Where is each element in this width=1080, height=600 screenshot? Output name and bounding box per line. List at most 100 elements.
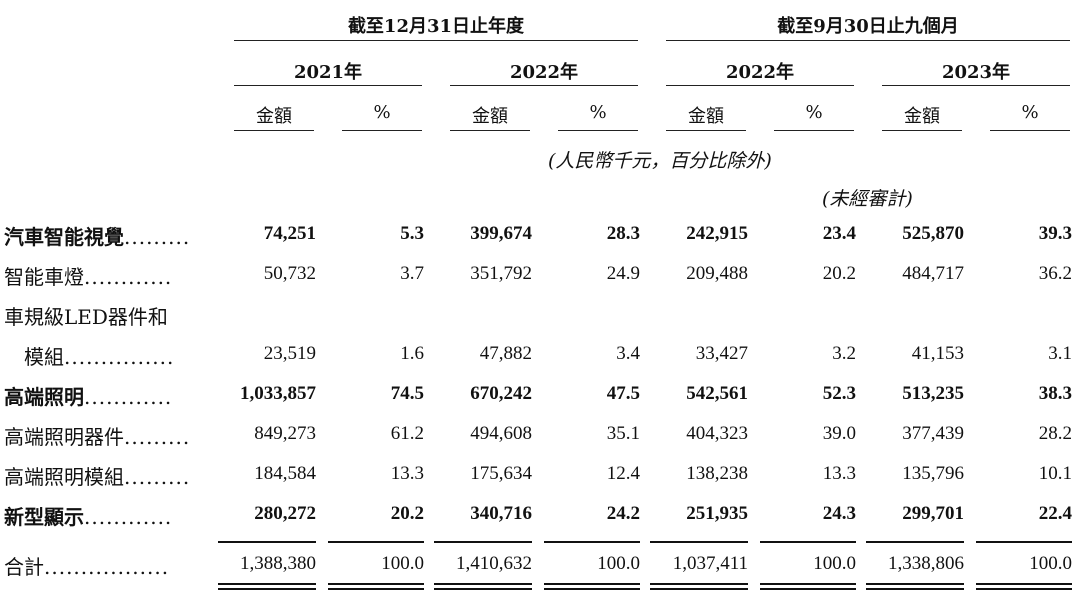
total-top-rule [218, 541, 316, 543]
cell-amount-9m-2022: 1,037,411 [672, 553, 748, 574]
cell-amount-2022: 175,634 [470, 463, 532, 484]
total-top-rule [976, 541, 1072, 543]
cell-amount-2021: 1,033,857 [240, 383, 316, 404]
cell-pct-2021: 61.2 [390, 423, 424, 444]
cell-pct-2021: 20.2 [390, 503, 424, 524]
cell-pct-2022: 3.4 [616, 343, 640, 364]
header-year-rule [450, 85, 638, 86]
cell-pct-9m-2022: 23.4 [822, 223, 856, 244]
row-label-text: 新型顯示 [4, 505, 84, 529]
cell-pct-2022: 28.3 [606, 223, 640, 244]
header-amount: 金額 [472, 106, 508, 127]
header-amount-rule [882, 130, 962, 131]
row-leader-dots: ................. [44, 555, 170, 579]
row-label: 車規級LED器件和 [4, 301, 168, 330]
row-leader-dots: ......... [124, 465, 191, 489]
cell-pct-2021: 13.3 [390, 463, 424, 484]
row-leader-dots: ............ [84, 385, 173, 409]
header-year-rule [234, 85, 422, 86]
header-year-rule [882, 85, 1070, 86]
row-label-text: 汽車智能視覺 [4, 225, 124, 249]
cell-pct-9m-2022: 20.2 [822, 263, 856, 284]
row-label-text: 高端照明模組 [4, 465, 124, 489]
cell-pct-9m-2022: 3.2 [832, 343, 856, 364]
header-percent-rule [558, 130, 638, 131]
cell-amount-9m-2022: 33,427 [695, 343, 748, 364]
row-label: 智能車燈............ [4, 261, 172, 290]
header-year-2022b: 2022年 [725, 62, 795, 83]
cell-amount-2022: 351,792 [470, 263, 532, 284]
cell-amount-9m-2023: 377,439 [902, 423, 964, 444]
total-double-rule [434, 583, 532, 590]
row-label: 模組............... [4, 341, 174, 370]
row-label: 高端照明器件......... [4, 421, 190, 450]
cell-amount-2022: 399,674 [470, 223, 532, 244]
cell-pct-9m-2023: 100.0 [1029, 553, 1072, 574]
cell-amount-9m-2022: 209,488 [686, 263, 748, 284]
cell-pct-2022: 12.4 [606, 463, 640, 484]
row-label-text: 合計 [4, 555, 44, 579]
cell-pct-2022: 24.2 [606, 503, 640, 524]
cell-amount-2021: 50,732 [263, 263, 316, 284]
cell-amount-2022: 1,410,632 [456, 553, 532, 574]
row-label-text: 高端照明 [4, 385, 84, 409]
cell-amount-9m-2023: 1,338,806 [888, 553, 964, 574]
cell-amount-9m-2023: 135,796 [902, 463, 964, 484]
cell-amount-9m-2022: 542,561 [686, 383, 748, 404]
cell-pct-9m-2023: 36.2 [1038, 263, 1072, 284]
row-label: 高端照明模組......... [4, 461, 190, 490]
cell-amount-2021: 184,584 [254, 463, 316, 484]
unit-note: (人民幣千元，百分比除外) [548, 150, 772, 172]
total-top-rule [760, 541, 856, 543]
total-top-rule [650, 541, 748, 543]
cell-amount-9m-2023: 484,717 [902, 263, 964, 284]
header-year-rule [666, 85, 854, 86]
row-leader-dots: ......... [124, 225, 191, 249]
total-top-rule [434, 541, 532, 543]
header-year-2022a: 2022年 [509, 62, 579, 83]
row-label: 高端照明............ [4, 381, 172, 410]
cell-pct-9m-2023: 38.3 [1038, 383, 1072, 404]
cell-pct-2022: 24.9 [606, 263, 640, 284]
cell-pct-2021: 74.5 [390, 383, 424, 404]
row-label: 合計................. [4, 551, 169, 580]
total-top-rule [866, 541, 964, 543]
cell-pct-2021: 100.0 [381, 553, 424, 574]
row-label-text: 車規級LED器件和 [4, 305, 168, 329]
total-double-rule [866, 583, 964, 590]
header-amount-rule [666, 130, 746, 131]
total-double-rule [976, 583, 1072, 590]
cell-pct-9m-2022: 13.3 [822, 463, 856, 484]
cell-pct-2021: 5.3 [400, 223, 424, 244]
row-label: 新型顯示............ [4, 501, 172, 530]
total-double-rule [650, 583, 748, 590]
cell-pct-2022: 35.1 [606, 423, 640, 444]
header-percent: % [373, 102, 391, 123]
cell-pct-9m-2023: 3.1 [1048, 343, 1072, 364]
cell-pct-9m-2023: 22.4 [1038, 503, 1072, 524]
cell-amount-9m-2022: 242,915 [686, 223, 748, 244]
header-percent-rule [774, 130, 854, 131]
cell-amount-9m-2022: 138,238 [686, 463, 748, 484]
header-percent-rule [342, 130, 422, 131]
total-top-rule [544, 541, 640, 543]
header-percent: % [589, 102, 607, 123]
cell-amount-9m-2022: 404,323 [686, 423, 748, 444]
total-double-rule [544, 583, 640, 590]
header-percent: % [805, 102, 823, 123]
header-year-2021: 2021年 [293, 62, 363, 83]
cell-amount-2021: 280,272 [254, 503, 316, 524]
cell-amount-9m-2023: 299,701 [902, 503, 964, 524]
cell-pct-2021: 3.7 [400, 263, 424, 284]
cell-amount-2021: 74,251 [263, 223, 316, 244]
header-amount-rule [234, 130, 314, 131]
header-percent: % [1021, 102, 1039, 123]
header-group-annual: 截至12月31日止年度 [347, 16, 525, 37]
cell-pct-9m-2023: 28.2 [1038, 423, 1072, 444]
cell-amount-2022: 47,882 [479, 343, 532, 364]
header-amount: 金額 [256, 106, 292, 127]
total-double-rule [328, 583, 424, 590]
cell-pct-9m-2022: 52.3 [822, 383, 856, 404]
row-leader-dots: ......... [124, 425, 191, 449]
cell-amount-9m-2023: 41,153 [911, 343, 964, 364]
